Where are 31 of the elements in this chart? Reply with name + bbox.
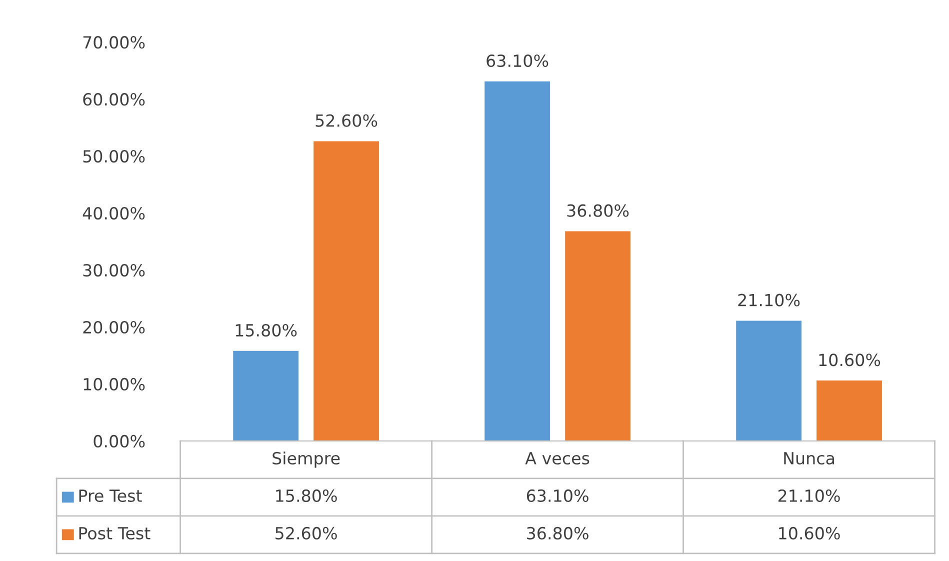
text: 36.80% [567, 204, 629, 217]
legend-label: Post Test [79, 527, 150, 540]
x-tick-label: Siempre [272, 452, 340, 468]
text: 63.10% [486, 54, 548, 68]
data-label: 15.80% [276, 489, 337, 502]
y-tick-label: 50.00% [83, 150, 145, 163]
data-label: 10.60% [779, 526, 840, 540]
bar [484, 81, 550, 441]
y-tick-label: 0.00% [94, 434, 145, 448]
y-tick-label: 60.00% [83, 93, 145, 106]
y-tick-label: 40.00% [82, 206, 145, 220]
text: 10.60% [819, 354, 880, 366]
bar [565, 231, 630, 441]
y-tick-label: 10.00% [84, 378, 145, 391]
bar [736, 320, 802, 441]
y-tick-label: 20.00% [83, 320, 145, 334]
x-tick-label: Nunca [784, 452, 834, 465]
data-label: 21.10% [778, 489, 840, 502]
legend-label: Pre Test [79, 490, 142, 502]
text: 15.80% [236, 324, 297, 337]
x-tick-label: A veces [525, 452, 590, 465]
bar [314, 141, 379, 441]
bar [816, 380, 882, 441]
text: 52.60% [316, 114, 378, 127]
data-label: 63.10% [526, 489, 588, 502]
bar [233, 350, 299, 441]
data-label: 52.60% [276, 526, 337, 540]
text: 21.10% [738, 294, 800, 306]
data-label: 36.80% [527, 526, 588, 540]
y-tick-label: 30.00% [83, 264, 145, 277]
y-tick-label: 70.00% [83, 36, 145, 49]
